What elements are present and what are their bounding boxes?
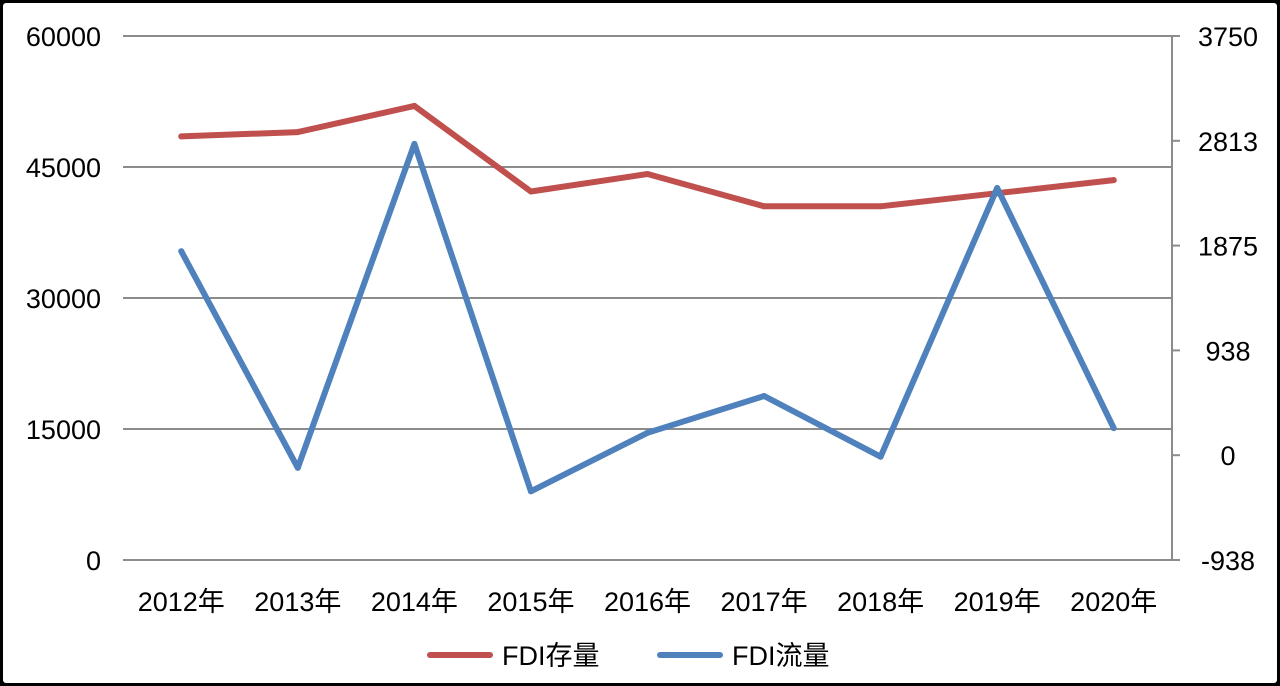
left-tick-label: 15000 [26,415,101,445]
data-point [294,464,301,471]
data-point [527,188,534,195]
legend: FDI存量 FDI流量 [427,641,830,671]
data-point [644,429,651,436]
data-point [411,102,418,109]
x-tick-label: 2015年 [487,587,574,617]
x-tick-label: 2020年 [1070,587,1157,617]
x-tick-label: 2014年 [371,587,458,617]
data-point [178,133,185,140]
series-lines [178,102,1117,495]
data-point [761,203,768,210]
x-axis: 2012年 2013年 2014年 2015年 2016年 2017年 2018年 2019年… [138,587,1158,617]
data-point [178,248,185,255]
series-line [178,102,1117,210]
data-point [644,170,651,177]
data-point [994,185,1001,192]
left-tick-label: 30000 [26,284,101,314]
left-axis: 60000 45000 30000 15000 0 [26,22,101,576]
left-tick-label: 45000 [26,153,101,183]
right-tick-label: -938 [1201,546,1255,576]
left-tick-label: 0 [86,546,101,576]
right-tick-label: 2813 [1198,127,1258,157]
data-point [1110,177,1117,184]
right-tick-label: 1875 [1198,232,1258,262]
data-point [411,140,418,147]
data-point [527,488,534,495]
x-tick-label: 2013年 [254,587,341,617]
data-point [877,453,884,460]
data-point [877,203,884,210]
right-axis: 3750 2813 1875 938 0 -938 [1171,22,1258,576]
gridlines [123,35,1172,561]
right-tick-label: 3750 [1198,22,1258,52]
legend-label: FDI存量 [502,641,600,671]
data-point [761,393,768,400]
legend-label: FDI流量 [732,641,830,671]
right-tick-label: 938 [1205,336,1250,366]
x-tick-label: 2019年 [954,587,1041,617]
right-tick-label: 0 [1220,441,1235,471]
data-point [294,129,301,136]
x-tick-label: 2017年 [721,587,808,617]
x-tick-label: 2016年 [604,587,691,617]
chart-frame [3,3,1277,683]
left-tick-label: 60000 [26,22,101,52]
data-point [1110,425,1117,432]
x-tick-label: 2012年 [138,587,225,617]
x-tick-label: 2018年 [837,587,924,617]
